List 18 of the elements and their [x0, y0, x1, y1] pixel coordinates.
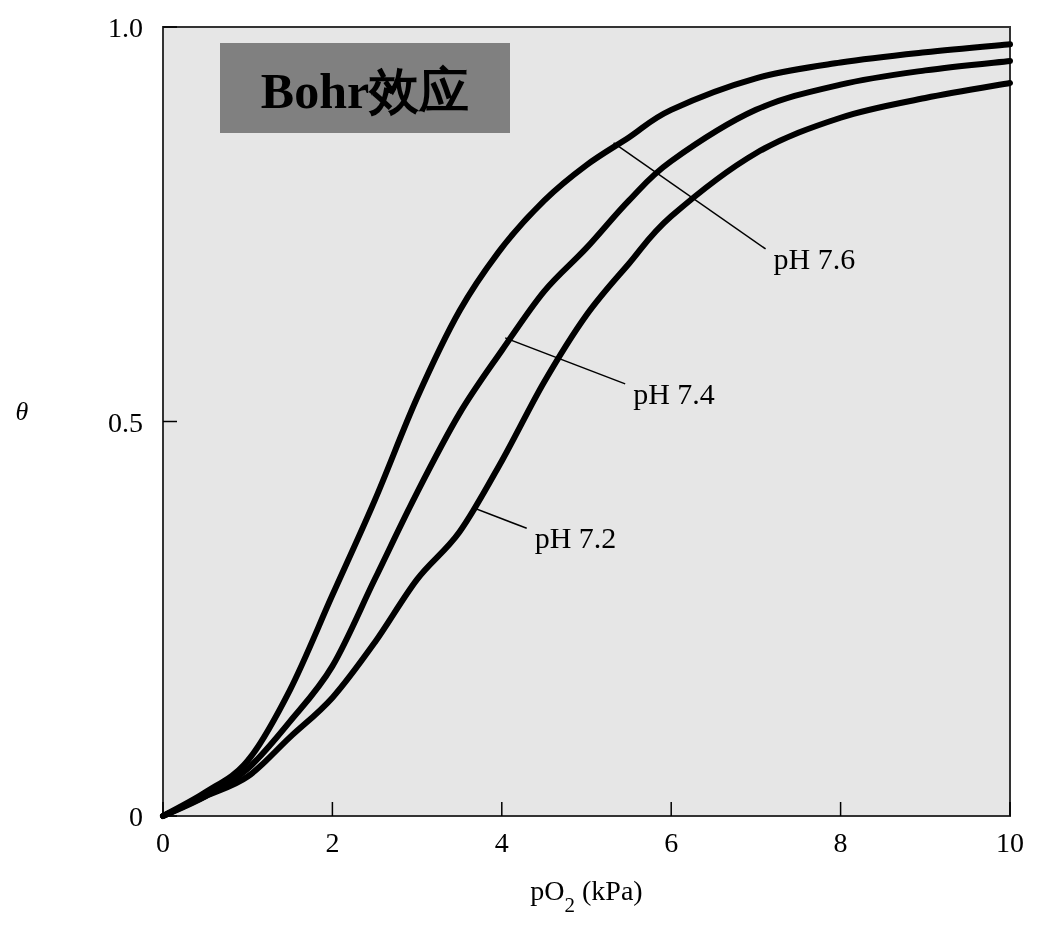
annotation: pH 7.2	[534, 521, 617, 555]
text: Bohr效应	[260, 63, 470, 119]
x-tick-label: 4	[494, 827, 509, 858]
x-tick-label: 0	[156, 827, 170, 858]
y-axis-title: θ	[15, 397, 29, 426]
x-tick-label: 8	[833, 827, 848, 858]
x-tick-label: 10	[996, 827, 1024, 858]
x-tick-label: 2	[325, 827, 340, 858]
annotation: pH 7.2	[473, 507, 617, 555]
x-tick-label: 6	[664, 827, 679, 858]
y-tick-label: 0.5	[108, 406, 143, 438]
annotation: pH 7.4	[504, 337, 715, 410]
x-axis-title: pO$_{2}$ (kPa)	[530, 875, 643, 917]
annotation: pH 7.4	[633, 376, 715, 410]
annotation: pH 7.6	[773, 241, 856, 275]
y-tick-label: 0	[129, 801, 143, 832]
y-tick-label: 1.0	[108, 12, 143, 43]
annotation: pH 7.6	[612, 142, 856, 275]
